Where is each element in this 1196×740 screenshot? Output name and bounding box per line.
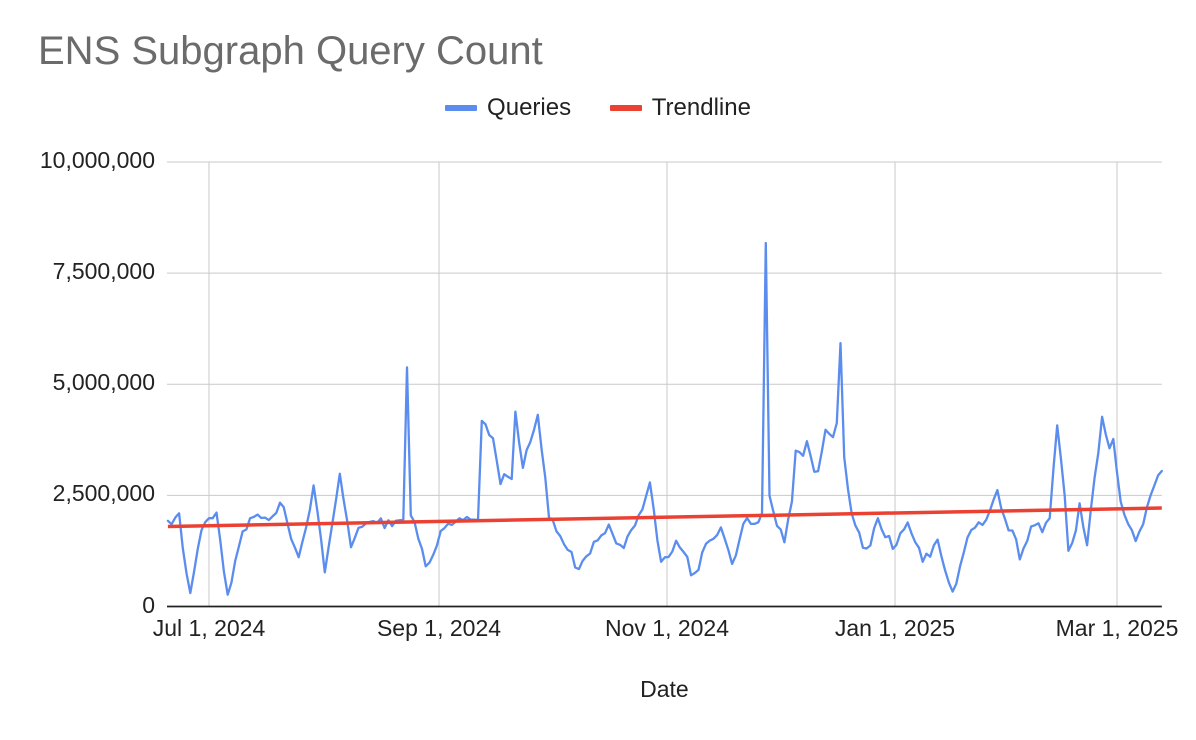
svg-text:Nov 1, 2024: Nov 1, 2024	[605, 615, 729, 641]
svg-text:5,000,000: 5,000,000	[53, 369, 155, 395]
svg-text:10,000,000: 10,000,000	[40, 147, 155, 173]
svg-text:Jul 1, 2024: Jul 1, 2024	[153, 615, 266, 641]
svg-text:2,500,000: 2,500,000	[53, 480, 155, 506]
svg-text:Mar 1, 2025: Mar 1, 2025	[1056, 615, 1179, 641]
svg-text:7,500,000: 7,500,000	[53, 258, 155, 284]
svg-text:Sep 1, 2024: Sep 1, 2024	[377, 615, 501, 641]
svg-text:Jan 1, 2025: Jan 1, 2025	[835, 615, 955, 641]
